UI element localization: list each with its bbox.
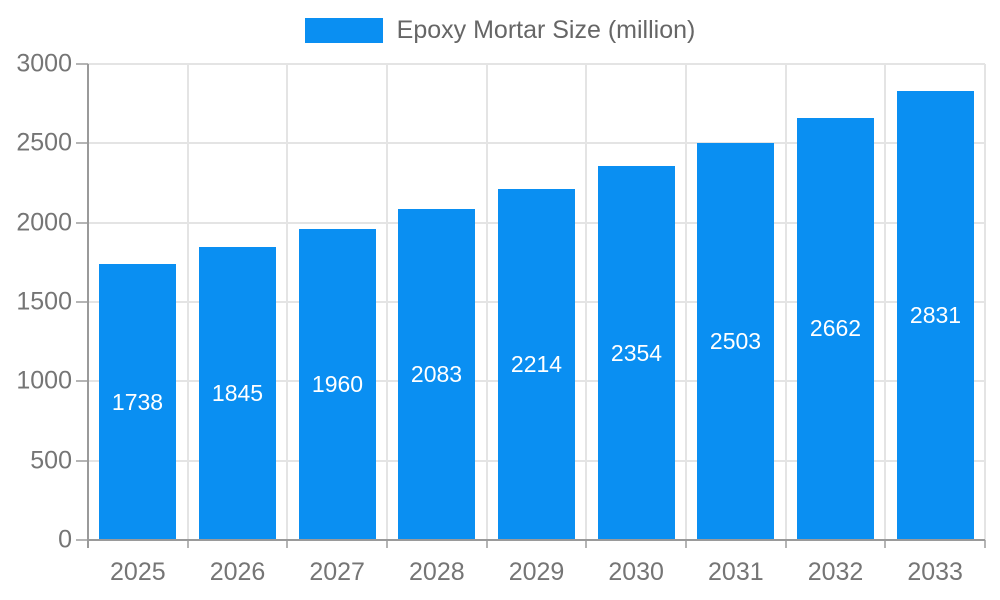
y-axis-tick: [76, 539, 88, 541]
y-axis-tick: [76, 459, 88, 462]
x-axis-tick-label: 2031: [708, 558, 764, 586]
x-axis-tick-label: 2026: [209, 558, 266, 586]
v-gridline: [485, 64, 488, 540]
bar-value-label: 1960: [311, 370, 364, 397]
x-axis-tick: [186, 540, 189, 548]
bar-2027[interactable]: 1960: [299, 229, 376, 540]
y-axis-tick: [76, 221, 88, 224]
y-axis-tick-label: 2500: [16, 128, 72, 157]
x-axis-tick-label: 2025: [110, 558, 166, 586]
v-gridline: [984, 64, 986, 540]
bar-2031[interactable]: 2503: [697, 142, 774, 540]
x-axis-tick: [386, 540, 388, 548]
x-axis-tick: [585, 540, 588, 548]
bar-2025[interactable]: 1738: [99, 264, 176, 540]
x-axis-tick-label: 2032: [807, 558, 864, 586]
x-axis-tick: [685, 540, 687, 548]
x-axis-tick-label: 2033: [907, 558, 963, 586]
y-axis-line: [87, 64, 89, 548]
bar-2026[interactable]: 1845: [199, 247, 276, 540]
bar-value-label: 2662: [809, 315, 862, 342]
x-axis-line: [87, 539, 985, 541]
y-axis-tick-label: 500: [30, 446, 72, 475]
bar-value-label: 2503: [709, 327, 762, 354]
bar-value-label: 1845: [211, 380, 264, 407]
v-gridline: [884, 64, 887, 540]
x-axis-tick: [984, 540, 986, 548]
x-axis-tick-label: 2027: [309, 558, 365, 586]
y-axis-tick: [76, 142, 88, 145]
v-gridline: [186, 64, 189, 540]
v-gridline: [585, 64, 588, 540]
y-axis-tick-label: 2000: [16, 208, 72, 237]
bar-2033[interactable]: 2831: [897, 90, 974, 540]
y-axis-tick-label: 3000: [16, 49, 72, 78]
v-gridline: [784, 64, 787, 540]
v-gridline: [685, 64, 687, 540]
bar-value-label: 2354: [610, 339, 663, 366]
bar-2028[interactable]: 2083: [398, 209, 475, 540]
v-gridline: [286, 64, 289, 540]
bar-value-label: 2214: [510, 350, 563, 377]
v-gridline: [386, 64, 388, 540]
bar-2032[interactable]: 2662: [797, 117, 874, 540]
legend-swatch: [304, 18, 383, 43]
legend-item[interactable]: Epoxy Mortar Size (million): [0, 16, 1000, 45]
x-axis-tick-label: 2028: [409, 558, 465, 586]
y-axis-tick-label: 0: [58, 525, 72, 554]
y-axis-tick: [76, 301, 88, 303]
x-axis-tick: [286, 540, 289, 548]
y-axis-tick-label: 1500: [16, 287, 72, 316]
y-axis-tick: [76, 380, 88, 383]
legend-label: Epoxy Mortar Size (million): [396, 16, 696, 44]
bar-value-label: 2831: [909, 301, 962, 328]
h-gridline: [88, 142, 985, 145]
x-axis-tick-label: 2029: [508, 558, 565, 586]
bar-2030[interactable]: 2354: [598, 166, 675, 540]
bar-value-label: 2083: [410, 361, 463, 388]
y-axis-tick: [76, 63, 88, 65]
x-axis-tick: [485, 540, 488, 548]
y-axis-tick-label: 1000: [16, 366, 72, 395]
x-axis-tick-label: 2030: [608, 558, 664, 586]
x-axis-tick: [884, 540, 887, 548]
x-axis-tick: [784, 540, 787, 548]
h-gridline: [88, 63, 985, 65]
bar-value-label: 1738: [111, 388, 164, 415]
bar-2029[interactable]: 2214: [498, 188, 575, 540]
